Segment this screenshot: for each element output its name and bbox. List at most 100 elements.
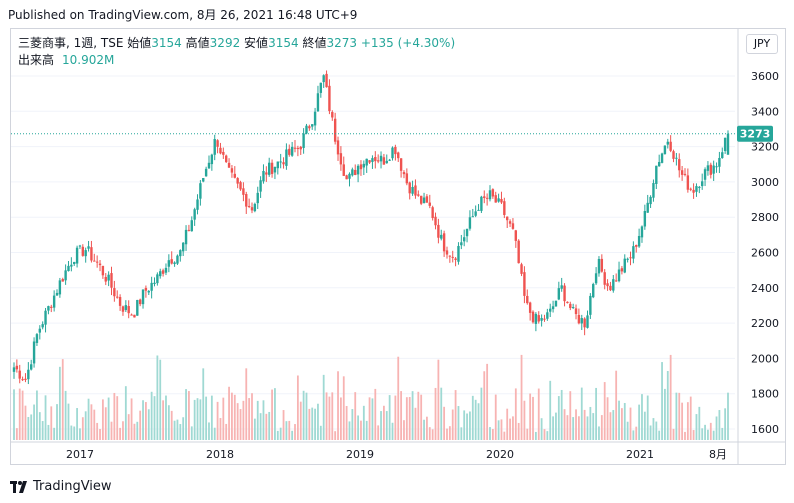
candle xyxy=(259,180,262,192)
candle xyxy=(21,379,24,381)
candle xyxy=(90,247,93,261)
candle xyxy=(179,250,182,257)
volume-bar xyxy=(486,363,489,440)
candle xyxy=(551,306,555,310)
candle xyxy=(709,164,712,175)
candle xyxy=(480,196,483,211)
candle xyxy=(508,221,512,224)
volume-bar xyxy=(127,414,130,440)
candle xyxy=(104,276,107,282)
candle xyxy=(592,284,595,298)
candle xyxy=(376,160,380,162)
candle xyxy=(161,270,165,274)
volume-bar xyxy=(701,428,704,440)
volume-bar xyxy=(451,409,454,440)
candle xyxy=(81,246,85,256)
candle xyxy=(170,259,173,264)
candle xyxy=(408,182,411,194)
volume-bar xyxy=(454,390,457,440)
candle xyxy=(534,313,538,324)
currency-button[interactable]: JPY xyxy=(746,34,778,54)
candle xyxy=(196,199,199,210)
candle xyxy=(236,178,239,184)
volume-bar xyxy=(635,426,638,440)
candle xyxy=(649,196,652,205)
volume-bar xyxy=(18,388,21,440)
candle xyxy=(609,285,612,291)
volume-bar xyxy=(552,416,554,440)
volume-bar xyxy=(707,429,709,440)
tradingview-footer[interactable]: TradingView xyxy=(10,479,112,494)
volume-bar xyxy=(147,409,150,440)
volume-bar xyxy=(268,411,271,440)
volume-bar xyxy=(448,426,451,440)
candles xyxy=(12,70,730,385)
candle xyxy=(44,310,47,325)
candle xyxy=(643,210,647,227)
candle xyxy=(230,168,234,173)
candle xyxy=(632,246,635,259)
volume-bar xyxy=(81,417,84,440)
volume-bar xyxy=(598,426,600,440)
candle xyxy=(107,274,110,281)
candle xyxy=(213,139,216,155)
volume-bar xyxy=(107,397,110,440)
candle xyxy=(333,118,337,142)
candle xyxy=(296,147,300,149)
volume-bar xyxy=(248,398,251,440)
volume-bar xyxy=(38,412,41,440)
candle xyxy=(250,207,254,211)
candle xyxy=(669,141,672,151)
volume-bar xyxy=(242,400,245,440)
candle xyxy=(589,295,592,315)
candle xyxy=(18,370,21,379)
candle xyxy=(517,240,520,264)
candle xyxy=(635,245,638,247)
volume-bar xyxy=(514,388,517,440)
candle xyxy=(98,263,102,266)
candle xyxy=(147,291,150,293)
volume-bar xyxy=(692,430,695,440)
volume-bar xyxy=(96,422,99,440)
candle xyxy=(156,274,159,284)
volume-bar xyxy=(615,370,618,440)
volume-bar xyxy=(133,423,136,440)
volume-bar xyxy=(709,422,712,440)
price-tick-label: 2400 xyxy=(751,282,779,295)
volume-bar xyxy=(621,408,623,440)
volume-bar xyxy=(589,406,592,440)
volume-bar xyxy=(259,413,262,440)
volume-bar xyxy=(67,403,70,440)
volume-bar xyxy=(61,359,64,440)
candle xyxy=(494,195,497,203)
candle xyxy=(580,318,583,324)
candle xyxy=(121,306,125,312)
candle xyxy=(184,229,188,245)
candle xyxy=(695,186,698,192)
volume-bar xyxy=(391,422,394,440)
volume-bar xyxy=(236,403,239,440)
volume-bar xyxy=(113,392,116,440)
candle xyxy=(268,162,271,175)
volume-bar xyxy=(394,395,397,440)
candle xyxy=(497,198,500,202)
candle xyxy=(64,270,67,281)
candle xyxy=(721,152,724,159)
candle xyxy=(70,264,73,267)
candle xyxy=(265,172,268,175)
candle xyxy=(434,216,437,226)
volume-bar xyxy=(477,403,480,440)
candle xyxy=(428,202,431,206)
volume-bar xyxy=(592,413,595,440)
volume-bar xyxy=(47,424,50,440)
price-tick-label: 3600 xyxy=(751,70,779,83)
volume-bar xyxy=(13,389,15,440)
candle xyxy=(483,196,486,198)
candle xyxy=(365,158,368,166)
volume-bar xyxy=(646,395,649,440)
volume-bar xyxy=(322,374,325,440)
volume-bar xyxy=(569,391,572,440)
candle xyxy=(462,237,466,242)
candle xyxy=(342,164,345,176)
